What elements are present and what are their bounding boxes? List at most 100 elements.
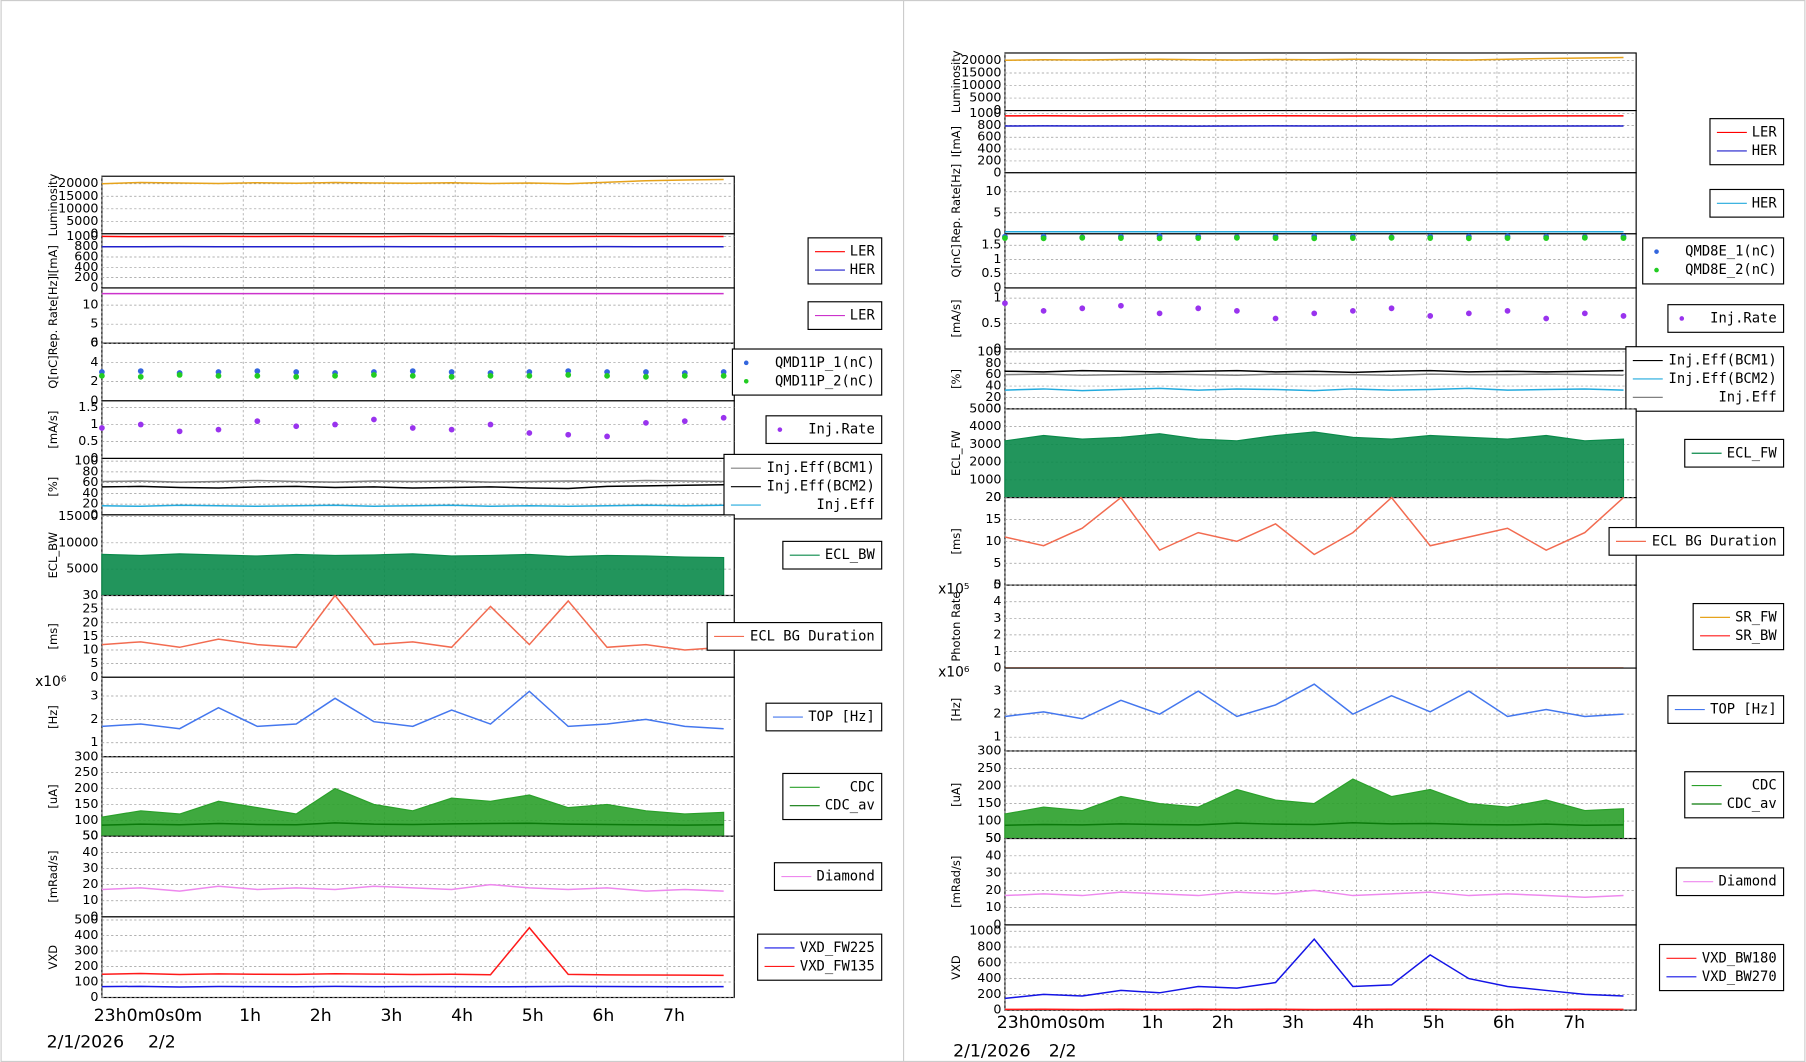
data-point xyxy=(1581,310,1588,317)
y-tick-label: 15000 xyxy=(961,65,1001,80)
date-label: 2/1/2026 xyxy=(953,1042,1031,1062)
data-point xyxy=(1311,310,1318,317)
y-tick-label: 200 xyxy=(74,269,98,284)
data-point xyxy=(137,368,144,374)
y-tick-label: 200 xyxy=(74,780,98,795)
data-point xyxy=(332,421,338,428)
y-axis-label: [mA/s] xyxy=(46,411,60,449)
legend-marker xyxy=(743,360,749,366)
y-tick-label: 1 xyxy=(90,734,98,749)
legend-label: ECL_FW xyxy=(1727,445,1778,461)
data-point xyxy=(1349,235,1356,241)
data-point xyxy=(1543,235,1550,241)
legend-box xyxy=(765,415,883,445)
y-tick-label: 5 xyxy=(993,577,1001,592)
legend-label: HER xyxy=(1752,143,1778,159)
y-tick-label: 150 xyxy=(977,795,1001,810)
y-tick-label: 80 xyxy=(985,355,1001,370)
legend-box xyxy=(1667,304,1785,333)
series-line xyxy=(101,883,724,892)
legend-label: Diamond xyxy=(817,869,875,885)
y-tick-label: 30 xyxy=(985,865,1001,880)
data-point xyxy=(99,425,105,431)
y-tick-label: 100 xyxy=(74,812,98,827)
y-axis-label: [Hz] xyxy=(949,698,963,722)
y-tick-label: 3 xyxy=(993,683,1001,698)
data-point xyxy=(1388,305,1395,312)
y-axis-label: Photon Rate xyxy=(949,592,963,662)
legend-label: SR_BW xyxy=(1735,628,1777,644)
y-tick-label: 0 xyxy=(993,225,1001,240)
y-tick-label: 0.5 xyxy=(981,265,1001,280)
y-tick-label: 25 xyxy=(82,601,98,616)
legend-label: QMD8E_1(nC) xyxy=(1685,244,1776,260)
y-tick-label: 10 xyxy=(985,899,1001,914)
y-tick-label: 15 xyxy=(985,511,1001,526)
y-tick-label: 500 xyxy=(74,911,98,926)
y-tick-label: 1 xyxy=(993,729,1001,744)
y-axis-label: Q[nC] xyxy=(949,244,963,277)
legend-label: QMD11P_1(nC) xyxy=(775,355,875,371)
data-point xyxy=(1234,234,1240,241)
legend-box xyxy=(807,237,883,285)
data-point xyxy=(526,373,533,379)
panel-frame xyxy=(1004,52,1637,112)
y-tick-label: 40 xyxy=(82,844,98,859)
y-tick-label: 20 xyxy=(82,876,98,891)
y-tick-label: 600 xyxy=(977,954,1001,969)
series-line xyxy=(1004,369,1624,374)
series-line xyxy=(1004,496,1625,556)
date-label: 2/1/2026 xyxy=(47,1032,125,1052)
y-tick-label: 0 xyxy=(90,989,98,1004)
data-point xyxy=(1002,300,1008,307)
y-tick-label: 3 xyxy=(993,610,1001,625)
y-axis-label: [mA/s] xyxy=(949,300,963,338)
data-point xyxy=(681,373,688,379)
data-point xyxy=(604,373,610,379)
series-line xyxy=(1004,822,1624,826)
panel-frame xyxy=(1004,110,1637,174)
x-tick-label: 1h xyxy=(239,1006,261,1026)
y-tick-label: 3 xyxy=(90,687,98,702)
y-axis-label: [uA] xyxy=(949,783,963,807)
y-tick-label: 5000 xyxy=(66,213,98,228)
legend-marker xyxy=(1654,267,1659,273)
legend-label: LER xyxy=(850,308,876,324)
series-line xyxy=(1004,889,1624,899)
legend-label: Diamond xyxy=(1718,874,1776,890)
series-area xyxy=(101,553,725,597)
y-axis-label: [ms] xyxy=(949,528,963,554)
legend-label: CDC xyxy=(850,779,875,795)
y-axis-label: [Hz] xyxy=(46,705,60,729)
y-tick-label: 0 xyxy=(993,577,1001,592)
scale-label: x10⁶ xyxy=(938,665,970,681)
x-tick-label: 3h xyxy=(380,1006,402,1026)
y-tick-label: 5 xyxy=(90,316,98,331)
y-tick-label: 1 xyxy=(993,643,1001,658)
y-tick-label: 3000 xyxy=(969,436,1001,451)
data-point xyxy=(1272,315,1279,322)
y-tick-label: 100 xyxy=(74,973,98,988)
y-tick-label: 0 xyxy=(90,392,98,407)
y-tick-label: 1 xyxy=(90,416,98,431)
data-point xyxy=(293,373,300,380)
data-point xyxy=(1234,307,1240,314)
y-tick-label: 300 xyxy=(977,743,1001,758)
data-point xyxy=(1195,305,1202,312)
data-point xyxy=(1349,307,1356,314)
y-tick-label: 10000 xyxy=(58,200,98,215)
series-line xyxy=(101,926,724,977)
x-tick-label: 7h xyxy=(1563,1013,1585,1033)
data-point xyxy=(332,373,338,379)
y-tick-label: 1 xyxy=(993,290,1001,305)
y-tick-label: 10 xyxy=(985,533,1001,548)
y-tick-label: 1.5 xyxy=(981,237,1001,252)
y-tick-label: 15 xyxy=(82,628,98,643)
data-point xyxy=(643,419,649,426)
data-point xyxy=(681,418,688,425)
y-tick-label: 20 xyxy=(985,389,1001,404)
x-tick-label: 3h xyxy=(1282,1013,1304,1033)
series-area xyxy=(1004,778,1625,840)
y-tick-label: 0.5 xyxy=(981,315,1001,330)
